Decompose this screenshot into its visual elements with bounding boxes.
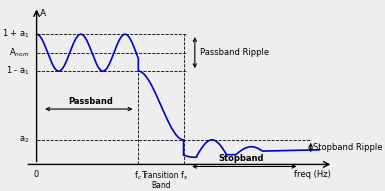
Text: freq (Hz): freq (Hz) (294, 170, 330, 179)
Text: Stopband: Stopband (219, 154, 264, 163)
Text: f$_s$: f$_s$ (179, 170, 187, 182)
Text: 0: 0 (34, 170, 39, 179)
Text: a$_2$: a$_2$ (19, 134, 30, 145)
Text: A: A (40, 9, 46, 18)
Text: Passband Ripple: Passband Ripple (201, 48, 270, 57)
Text: A$_{nom}$: A$_{nom}$ (9, 46, 30, 59)
Text: 1 + a$_1$: 1 + a$_1$ (2, 28, 30, 40)
Text: Stopband Ripple: Stopband Ripple (313, 143, 383, 152)
Text: 1 - a$_1$: 1 - a$_1$ (5, 65, 30, 77)
Text: f$_c$: f$_c$ (134, 170, 142, 182)
Text: Passband: Passband (68, 97, 113, 106)
Text: Transition
Band: Transition Band (142, 171, 180, 190)
